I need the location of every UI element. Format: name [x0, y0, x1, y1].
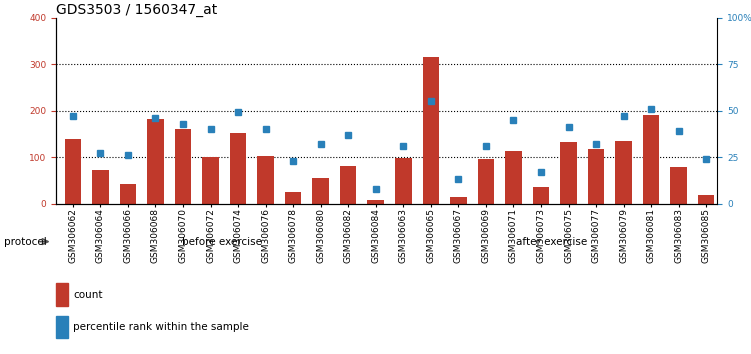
Bar	[175, 129, 192, 204]
Bar	[56, 316, 68, 338]
Bar	[56, 283, 68, 306]
Bar	[671, 167, 687, 204]
Text: after exercise: after exercise	[517, 236, 587, 247]
Bar	[119, 184, 136, 204]
Text: percentile rank within the sample: percentile rank within the sample	[74, 322, 249, 332]
Bar	[202, 157, 219, 204]
Bar	[532, 187, 549, 204]
Bar	[367, 200, 384, 204]
Bar	[312, 178, 329, 204]
Bar	[505, 151, 522, 204]
Bar	[92, 170, 109, 204]
Bar	[478, 159, 494, 204]
Bar	[450, 196, 466, 204]
Bar	[560, 142, 577, 204]
Bar	[698, 195, 714, 204]
Bar	[65, 138, 81, 204]
Bar	[258, 156, 274, 204]
Bar	[340, 166, 357, 204]
Bar	[395, 158, 412, 204]
Bar	[588, 149, 605, 204]
Bar	[615, 141, 632, 204]
Bar	[147, 119, 164, 204]
Text: before exercise: before exercise	[182, 236, 261, 247]
Text: count: count	[74, 290, 103, 299]
Bar	[423, 57, 439, 204]
Text: GDS3503 / 1560347_at: GDS3503 / 1560347_at	[56, 3, 218, 17]
Bar	[230, 133, 246, 204]
Bar	[643, 115, 659, 204]
Text: protocol: protocol	[4, 236, 47, 247]
Bar	[285, 192, 301, 204]
